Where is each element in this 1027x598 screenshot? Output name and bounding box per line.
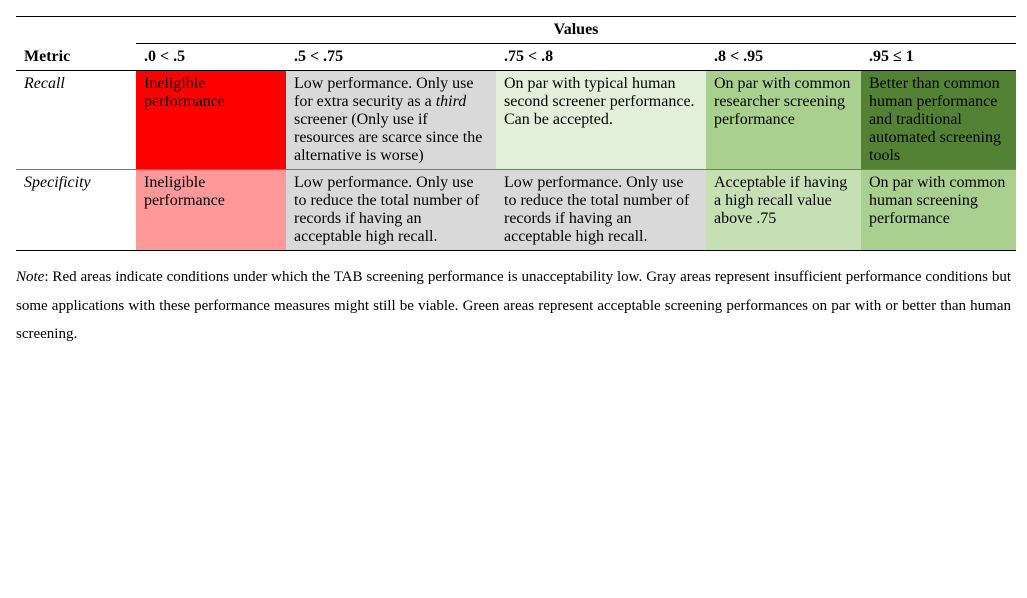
note-body: : Red areas indicate conditions under wh…	[16, 269, 1011, 342]
values-header: Values	[136, 17, 1016, 44]
cell: Ineligible performance	[136, 71, 286, 170]
cell: On par with common human screening perfo…	[861, 170, 1016, 251]
header-row-2: Metric .0 < .5 .5 < .75 .75 < .8 .8 < .9…	[16, 44, 1016, 71]
note-text: Note: Red areas indicate conditions unde…	[16, 263, 1011, 349]
cell: On par with common researcher screening …	[706, 71, 861, 170]
col-header-3: .8 < .95	[706, 44, 861, 71]
col-header-0: .0 < .5	[136, 44, 286, 71]
metric-label: Recall	[16, 71, 136, 170]
cell: Better than common human performance and…	[861, 71, 1016, 170]
metric-header: Metric	[16, 44, 136, 71]
cell: On par with typical human second screene…	[496, 71, 706, 170]
cell: Low performance. Only use to reduce the …	[496, 170, 706, 251]
note-label: Note	[16, 269, 44, 285]
col-header-1: .5 < .75	[286, 44, 496, 71]
cell: Low performance. Only use to reduce the …	[286, 170, 496, 251]
metric-label: Specificity	[16, 170, 136, 251]
table-row: Recall Ineligible performance Low perfor…	[16, 71, 1016, 170]
performance-table: Values Metric .0 < .5 .5 < .75 .75 < .8 …	[16, 16, 1016, 251]
table-row: Specificity Ineligible performance Low p…	[16, 170, 1016, 251]
table-body: Recall Ineligible performance Low perfor…	[16, 71, 1016, 251]
col-header-2: .75 < .8	[496, 44, 706, 71]
cell: Low performance. Only use for extra secu…	[286, 71, 496, 170]
blank-header	[16, 17, 136, 44]
header-row-1: Values	[16, 17, 1016, 44]
cell: Ineligible performance	[136, 170, 286, 251]
cell: Acceptable if having a high recall value…	[706, 170, 861, 251]
col-header-4: .95 ≤ 1	[861, 44, 1016, 71]
